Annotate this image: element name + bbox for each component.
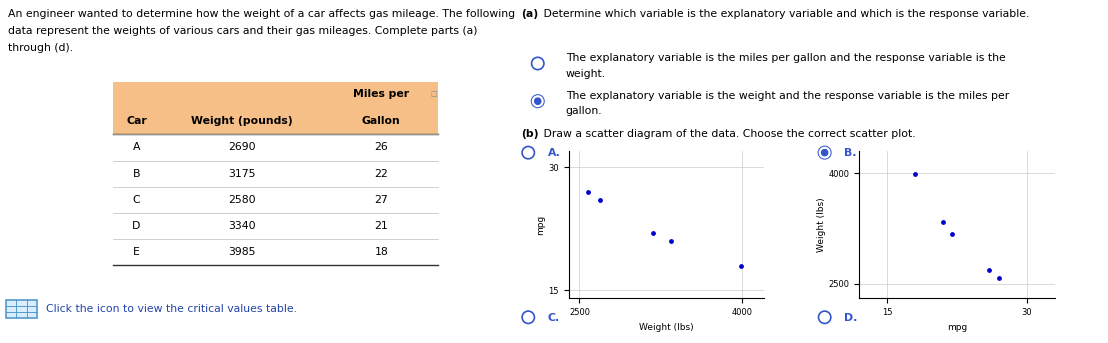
Point: [981, 267, 998, 272]
Text: (a): (a): [521, 9, 538, 19]
X-axis label: Weight (lbs): Weight (lbs): [639, 323, 694, 332]
Point: [592, 197, 609, 203]
Text: through (d).: through (d).: [8, 43, 73, 53]
Text: A.: A.: [547, 148, 561, 158]
Point: [934, 219, 952, 224]
Text: Miles per: Miles per: [353, 89, 409, 99]
Text: Gallon: Gallon: [362, 116, 401, 127]
Text: Click the icon to view the critical values table.: Click the icon to view the critical valu…: [47, 304, 297, 314]
Text: 18: 18: [375, 247, 388, 257]
Text: 3175: 3175: [228, 168, 256, 179]
Ellipse shape: [534, 98, 541, 105]
Text: E: E: [133, 247, 140, 257]
Text: weight.: weight.: [565, 69, 606, 79]
Text: A: A: [133, 142, 141, 153]
Point: [732, 263, 750, 268]
Text: B.: B.: [844, 148, 856, 158]
Point: [906, 172, 924, 177]
Text: Car: Car: [126, 116, 147, 127]
Point: [579, 189, 597, 194]
Text: 27: 27: [375, 194, 388, 205]
Text: Draw a scatter diagram of the data. Choose the correct scatter plot.: Draw a scatter diagram of the data. Choo…: [540, 129, 915, 139]
Text: 2580: 2580: [228, 194, 256, 205]
Text: 3340: 3340: [228, 221, 256, 231]
Text: The explanatory variable is the miles per gallon and the response variable is th: The explanatory variable is the miles pe…: [565, 53, 1005, 63]
Text: 26: 26: [375, 142, 388, 153]
Text: D: D: [132, 221, 141, 231]
Text: An engineer wanted to determine how the weight of a car affects gas mileage. The: An engineer wanted to determine how the …: [8, 9, 515, 19]
Text: Weight (pounds): Weight (pounds): [192, 116, 293, 127]
X-axis label: mpg: mpg: [946, 323, 967, 332]
Text: gallon.: gallon.: [565, 106, 603, 116]
Text: (b): (b): [521, 129, 538, 139]
Bar: [113, 82, 438, 134]
Text: Determine which variable is the explanatory variable and which is the response v: Determine which variable is the explanat…: [540, 9, 1029, 19]
Text: 21: 21: [375, 221, 388, 231]
Text: B: B: [133, 168, 141, 179]
Text: 3985: 3985: [228, 247, 256, 257]
Y-axis label: Weight (lbs): Weight (lbs): [817, 197, 825, 252]
Text: 2690: 2690: [228, 142, 256, 153]
Bar: [7, 300, 37, 318]
Point: [644, 230, 661, 236]
Text: 22: 22: [375, 168, 388, 179]
Text: □: □: [430, 91, 437, 97]
Point: [943, 231, 961, 237]
Text: data represent the weights of various cars and their gas mileages. Complete part: data represent the weights of various ca…: [8, 26, 478, 36]
Text: C.: C.: [547, 313, 560, 323]
Text: The explanatory variable is the weight and the response variable is the miles pe: The explanatory variable is the weight a…: [565, 91, 1009, 101]
Y-axis label: mpg: mpg: [536, 214, 545, 235]
Point: [989, 275, 1007, 281]
Text: C: C: [133, 194, 141, 205]
Ellipse shape: [821, 149, 828, 156]
Text: D.: D.: [844, 313, 858, 323]
Point: [661, 238, 679, 244]
